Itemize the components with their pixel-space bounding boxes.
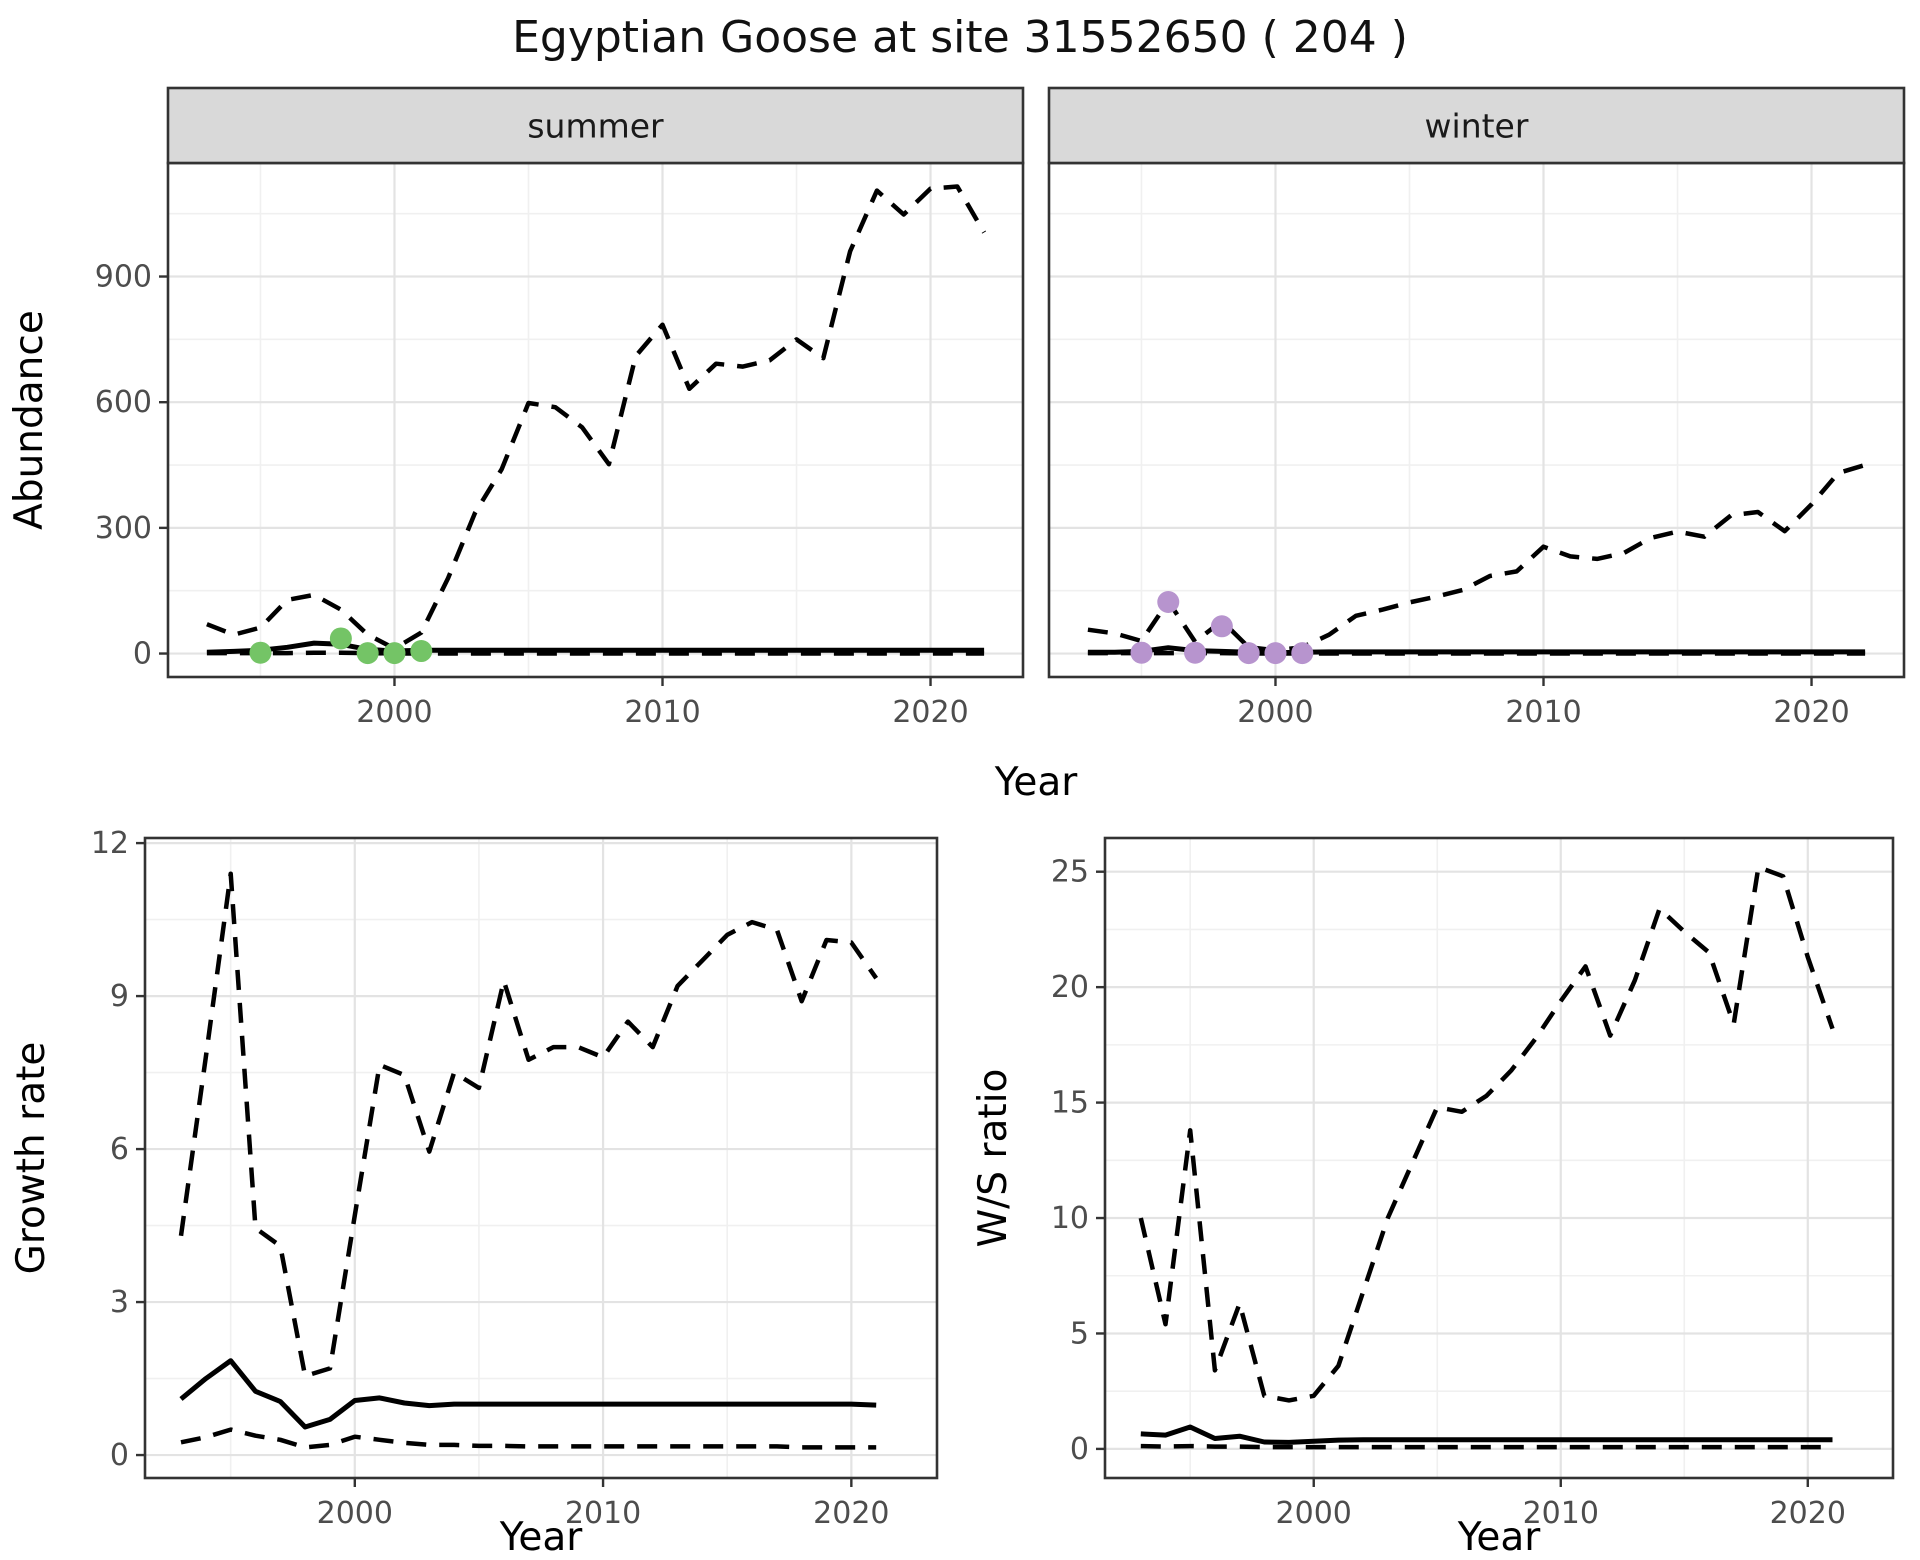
observed-count-dot <box>383 642 406 665</box>
panel-ws-ratio: 2000 2010 2020 0 5 10 15 20 25 <box>1051 836 1895 1531</box>
y-tick-label: 12 <box>91 826 129 861</box>
series-upper_95ci <box>206 184 987 651</box>
panel-background <box>145 838 937 1478</box>
y-axis-title-abundance: Abundance <box>7 310 52 530</box>
y-tick-label: 0 <box>133 637 152 672</box>
observed-count-dot <box>1264 642 1287 665</box>
y-tick-label: 9 <box>110 979 129 1014</box>
facet-strip-label: summer <box>527 107 664 146</box>
observed-count-dot <box>1237 642 1260 665</box>
y-tick-label: 25 <box>1051 855 1089 890</box>
facet-strip <box>1047 86 1906 165</box>
y-tick-label: 0 <box>110 1438 129 1473</box>
y-tick-label: 10 <box>1051 1201 1089 1236</box>
x-tick-label: 2020 <box>813 1496 889 1531</box>
panel-border <box>143 836 939 1480</box>
observed-count-dot <box>1210 615 1233 638</box>
series-upper_95ci <box>178 871 879 1379</box>
panel-growth-rate: 2000 2010 2020 0 3 6 9 12 <box>91 826 939 1531</box>
x-tick-label: 2020 <box>1770 1496 1846 1531</box>
series-fitted <box>1087 645 1866 656</box>
series-fitted <box>1140 1424 1833 1445</box>
x-tick-label: 2000 <box>317 1496 393 1531</box>
y-tick-label: 3 <box>110 1285 129 1320</box>
x-axis-title-year-bottom-right: Year <box>1457 1515 1542 1560</box>
observed-count-dot <box>329 627 352 650</box>
y-tick-label: 300 <box>95 511 152 546</box>
x-tick-label: 2010 <box>1523 1496 1599 1531</box>
observed-count-dot <box>1184 641 1207 664</box>
x-tick-label: 2000 <box>356 695 432 730</box>
x-tick-label: 2000 <box>1237 695 1313 730</box>
x-tick-label: 2000 <box>1276 1496 1352 1531</box>
y-axis-title-ws-ratio: W/S ratio <box>971 1069 1016 1248</box>
observed-count-dot <box>1157 591 1180 614</box>
observed-count-dot <box>249 641 272 664</box>
facet-strip <box>166 86 1025 165</box>
y-axis-title-growth-rate: Growth rate <box>9 1042 54 1275</box>
panel-border <box>1103 836 1895 1480</box>
y-tick-label: 900 <box>95 260 152 295</box>
panel-abundance-summer: 2000 2010 2020 0 300 600 900 summer <box>95 86 1025 730</box>
x-tick-label: 2020 <box>1773 695 1849 730</box>
y-tick-label: 20 <box>1051 970 1089 1005</box>
x-tick-label: 2020 <box>892 695 968 730</box>
y-tick-label: 5 <box>1070 1316 1089 1351</box>
y-tick-label: 0 <box>1070 1432 1089 1467</box>
series-upper_95ci <box>1138 864 1835 1403</box>
panel-background <box>1105 838 1893 1478</box>
y-tick-label: 6 <box>110 1132 129 1167</box>
facet-strip-label: winter <box>1425 107 1529 146</box>
x-axis-title-year-bottom-left: Year <box>499 1515 584 1560</box>
y-tick-label: 15 <box>1051 1086 1089 1121</box>
x-tick-label: 2010 <box>624 695 700 730</box>
observed-count-dot <box>410 640 433 663</box>
observed-count-dot <box>1291 642 1314 665</box>
series-lower_95ci <box>1140 1443 1833 1450</box>
y-tick-label: 600 <box>95 385 152 420</box>
series-fitted <box>179 1358 877 1430</box>
x-axis-title-year-top: Year <box>994 760 1079 805</box>
x-tick-label: 2010 <box>1505 695 1581 730</box>
x-tick-label: 2010 <box>565 1496 641 1531</box>
observed-count-dot <box>1130 641 1153 664</box>
observed-count-dot <box>356 642 379 665</box>
chart-title: Egyptian Goose at site 31552650 ( 204 ) <box>512 12 1408 63</box>
panel-abundance-winter: 2000 2010 2020 winter <box>1047 86 1906 730</box>
